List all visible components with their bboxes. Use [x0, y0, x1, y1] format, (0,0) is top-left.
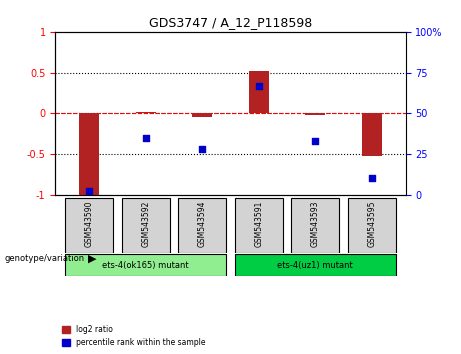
Point	[199, 146, 206, 152]
Bar	[305, 113, 325, 115]
Point	[142, 135, 149, 141]
Text: GSM543592: GSM543592	[141, 201, 150, 247]
Text: GSM543595: GSM543595	[367, 201, 376, 247]
FancyBboxPatch shape	[235, 255, 396, 276]
Text: GSM543591: GSM543591	[254, 201, 263, 247]
Text: ets-4(uz1) mutant: ets-4(uz1) mutant	[278, 261, 353, 270]
Text: GSM543593: GSM543593	[311, 201, 320, 247]
Bar	[362, 113, 382, 156]
FancyBboxPatch shape	[348, 198, 396, 253]
Text: GSM543594: GSM543594	[198, 201, 207, 247]
Title: GDS3747 / A_12_P118598: GDS3747 / A_12_P118598	[149, 16, 312, 29]
Point	[312, 138, 319, 144]
FancyBboxPatch shape	[291, 198, 339, 253]
Bar	[192, 113, 212, 118]
Bar	[136, 112, 156, 113]
Text: genotype/variation: genotype/variation	[5, 254, 85, 263]
FancyBboxPatch shape	[122, 198, 170, 253]
Point	[368, 176, 375, 181]
Text: GSM543590: GSM543590	[85, 201, 94, 247]
FancyBboxPatch shape	[65, 198, 113, 253]
FancyBboxPatch shape	[65, 255, 226, 276]
Point	[255, 83, 262, 88]
Point	[86, 189, 93, 194]
Legend: log2 ratio, percentile rank within the sample: log2 ratio, percentile rank within the s…	[59, 322, 208, 350]
FancyBboxPatch shape	[178, 198, 226, 253]
Bar	[249, 71, 269, 113]
Bar	[79, 113, 99, 195]
Text: ▶: ▶	[88, 253, 96, 263]
FancyBboxPatch shape	[235, 198, 283, 253]
Text: ets-4(ok165) mutant: ets-4(ok165) mutant	[102, 261, 189, 270]
